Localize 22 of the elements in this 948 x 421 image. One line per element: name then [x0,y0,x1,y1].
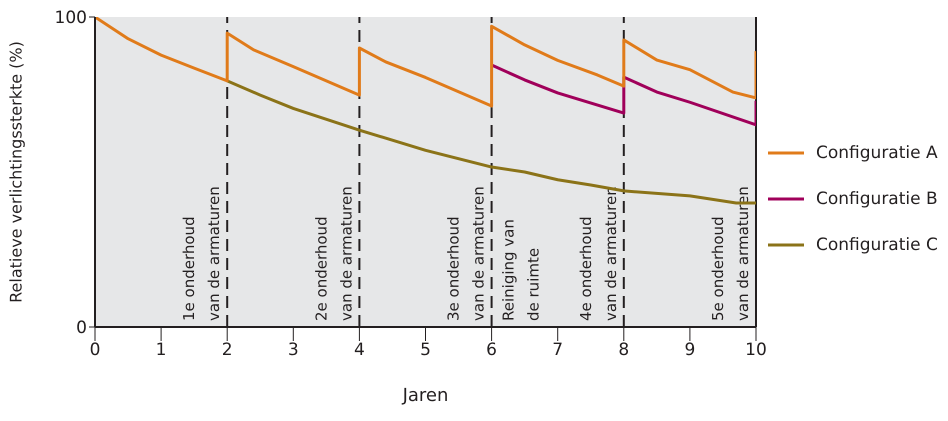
x-tick-label: 1 [156,340,167,360]
x-tick-label: 2 [222,340,233,360]
y-tick-label: 100 [54,8,87,28]
ref-line-label: 1e onderhoud van de armaturen [180,186,224,321]
x-tick-label: 0 [90,340,100,360]
x-tick-label: 3 [288,340,299,360]
x-tick-label: 6 [486,340,498,360]
x-tick-label: 7 [552,340,564,360]
ref-line-label: 3e onderhoud van de armaturen [444,186,488,321]
x-tick-label: 4 [354,340,365,360]
x-tick-label: 10 [745,340,767,360]
x-tick-label: 8 [618,340,630,360]
legend-label: Configuratie B [816,189,938,209]
legend-label: Configuratie C [816,235,938,255]
ref-line-label: 4e onderhoud van de armaturen [576,186,620,321]
x-tick-label: 5 [420,340,431,360]
x-tick-label: 9 [684,340,696,360]
ref-line-label: 2e onderhoud van de armaturen [312,186,356,321]
legend-label: Configuratie A [816,143,938,163]
annotation: Reiniging van de ruimte [500,219,543,321]
y-axis-title: Relatieve verlichtingssterkte (%) [6,41,26,303]
x-axis-title: Jaren [402,385,448,406]
